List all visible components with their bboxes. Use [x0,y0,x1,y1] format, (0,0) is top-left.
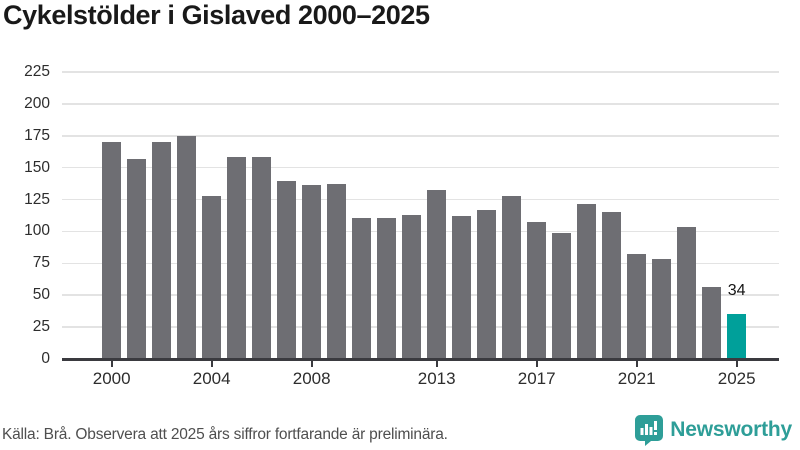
y-axis-label-50: 50 [32,286,50,304]
bar-2015 [477,209,497,358]
y-axis-label-200: 200 [24,94,50,112]
gridline-125 [62,198,779,201]
x-tick-2025 [735,360,738,367]
bar-2024 [702,287,722,358]
newsworthy-wordmark: Newsworthy [670,418,792,441]
bar-2016 [502,195,522,358]
bar-2012 [402,214,422,358]
y-axis-label-25: 25 [32,318,50,336]
bar-2006 [252,157,272,358]
source-note: Källa: Brå. Observera att 2025 års siffr… [2,426,448,443]
gridline-150 [62,166,779,169]
bar-2001 [127,158,147,358]
bar-2021 [627,254,647,358]
y-axis-label-125: 125 [24,190,50,208]
x-axis-label-2021: 2021 [617,369,656,388]
y-axis-label-100: 100 [24,222,50,240]
bar-2013 [427,190,447,358]
bar-2023 [677,227,697,358]
y-axis-labels: 0 25 50 75 100 125 150 175 200 225 [0,0,56,450]
gridline-225 [62,71,779,73]
y-axis-label-175: 175 [24,126,50,144]
value-annotation: 34 [727,281,746,299]
x-axis-label-2000: 2000 [92,369,131,388]
y-axis-label-150: 150 [24,158,50,176]
bar-2009 [327,184,347,358]
bar-2000 [102,141,122,358]
x-axis-label-2025: 2025 [717,369,756,388]
bar-2007 [277,181,297,358]
x-axis-label-2013: 2013 [417,369,456,388]
bar-2002 [152,141,172,358]
x-tick-2000 [110,360,113,367]
y-axis-label-225: 225 [24,63,50,80]
x-axis-label-2004: 2004 [192,369,231,388]
x-axis-line [62,357,779,361]
y-axis-label-75: 75 [32,254,50,272]
bar-2003 [177,135,197,358]
newsworthy-logo[interactable]: Newsworthy [635,414,792,446]
bar-2022 [652,259,672,358]
gridline-200 [62,103,779,105]
x-tick-2013 [435,360,438,367]
bar-2004 [202,195,222,358]
bar-2014 [452,215,472,358]
x-axis-label-2008: 2008 [292,369,331,388]
bar-2010 [352,218,372,358]
bar-2019 [577,204,597,358]
bar-2020 [602,212,622,358]
x-tick-2008 [310,360,313,367]
bar-2017 [527,222,547,358]
plot-area: 2000 2004 2008 2013 2017 2021 2025 34 [62,71,779,388]
x-tick-2017 [535,360,538,367]
bar-2018 [552,232,572,358]
bar-2008 [302,185,322,358]
x-axis-label-2017: 2017 [517,369,556,388]
y-axis-label-0: 0 [41,350,50,367]
bar-2025 [727,314,747,358]
bar-2005 [227,157,247,358]
bar-2011 [377,218,397,358]
x-tick-2021 [635,360,638,367]
newsworthy-speech-bubble-chart-icon [635,414,664,446]
gridline-175 [62,135,779,137]
chart-title: Cykelstölder i Gislaved 2000–2025 [3,0,430,30]
x-tick-2004 [210,360,213,367]
